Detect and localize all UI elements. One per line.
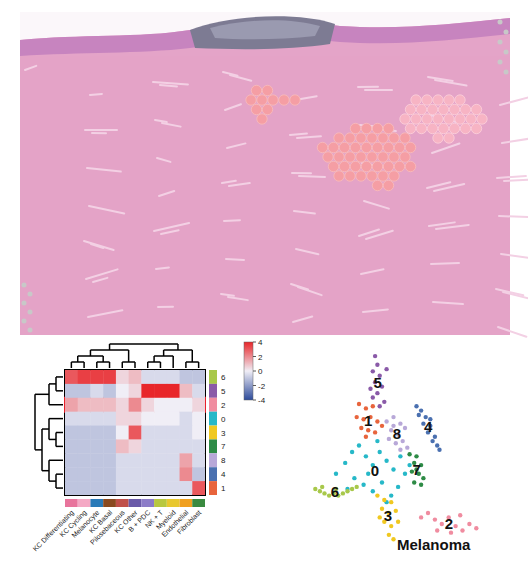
svg-text:KC Other: KC Other	[113, 508, 139, 535]
svg-text:KC Basal: KC Basal	[87, 508, 114, 535]
svg-text:4: 4	[258, 338, 263, 347]
svg-text:1: 1	[364, 412, 372, 429]
svg-text:2: 2	[221, 401, 226, 410]
svg-text:Fibroblast: Fibroblast	[176, 509, 203, 536]
svg-text:7: 7	[221, 442, 226, 451]
svg-text:7: 7	[413, 461, 421, 478]
svg-text:Pilosebaceous: Pilosebaceous	[88, 508, 126, 546]
svg-text:4: 4	[424, 418, 433, 435]
svg-text:3: 3	[221, 429, 226, 438]
svg-text:0: 0	[258, 367, 263, 376]
svg-text:Endothelial: Endothelial	[160, 508, 190, 539]
svg-text:Myeloid: Myeloid	[154, 508, 177, 531]
svg-text:KC Cycling: KC Cycling	[58, 508, 88, 539]
svg-text:2: 2	[258, 353, 263, 362]
svg-text:1: 1	[221, 484, 226, 493]
svg-text:NK + T: NK + T	[143, 508, 165, 530]
svg-text:5: 5	[221, 387, 226, 396]
svg-text:-2: -2	[258, 382, 266, 391]
svg-text:8: 8	[393, 425, 401, 442]
svg-text:6: 6	[221, 373, 226, 382]
svg-text:KC Differentiating: KC Differentiating	[31, 508, 76, 553]
svg-text:5: 5	[374, 374, 382, 391]
svg-text:4: 4	[221, 470, 226, 479]
svg-text:0: 0	[371, 462, 379, 479]
svg-text:0: 0	[221, 415, 226, 424]
svg-text:2: 2	[445, 515, 453, 532]
svg-text:8: 8	[221, 456, 226, 465]
svg-text:Melanocyte: Melanocyte	[70, 508, 101, 539]
svg-text:B + PDC: B + PDC	[127, 508, 152, 534]
html-text:Melanoma: Melanoma	[397, 536, 471, 553]
svg-text:6: 6	[331, 483, 339, 500]
svg-text:-4: -4	[258, 396, 266, 405]
svg-text:3: 3	[384, 507, 392, 524]
